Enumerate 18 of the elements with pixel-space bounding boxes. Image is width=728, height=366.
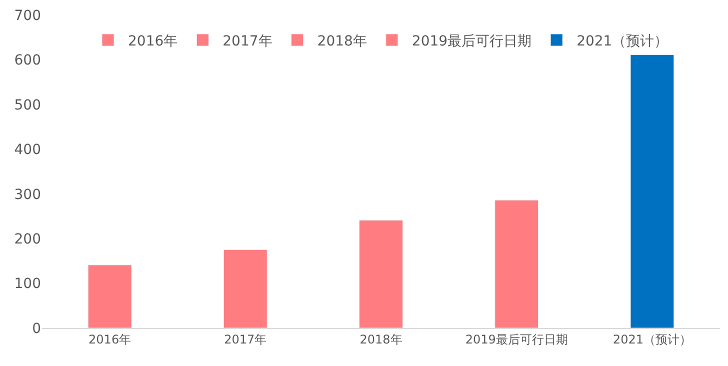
legend-label: 2019最后可行日期 <box>412 33 532 50</box>
y-tick-label: 600 <box>14 52 41 69</box>
legend-label: 2016年 <box>128 33 178 50</box>
x-tick-label: 2021（预计） <box>612 332 692 346</box>
y-tick-label: 700 <box>14 8 41 24</box>
y-tick-label: 400 <box>14 142 41 158</box>
y-tick-label: 100 <box>14 276 41 292</box>
legend-label: 2018年 <box>317 33 367 50</box>
y-tick-label: 0 <box>32 320 41 337</box>
y-tick-label: 500 <box>14 97 41 114</box>
x-tick-label: 2016年 <box>88 332 132 346</box>
y-tick-label: 300 <box>14 186 41 203</box>
legend-label: 2017年 <box>222 33 272 50</box>
x-tick-label: 2017年 <box>224 332 267 346</box>
legend-label: 2021（预计） <box>576 33 668 50</box>
x-tick-label: 2018年 <box>360 332 402 346</box>
x-tick-label: 2019最后可行日期 <box>465 332 568 346</box>
y-tick-label: 200 <box>14 231 41 248</box>
